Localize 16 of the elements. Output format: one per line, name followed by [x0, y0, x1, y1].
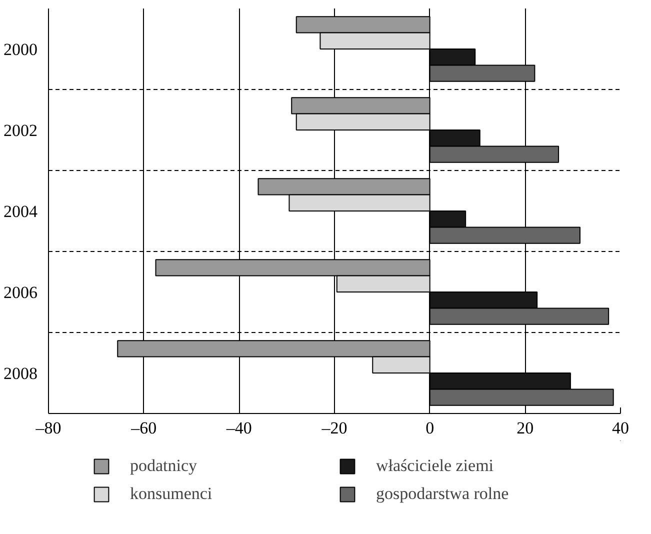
x-tick-label: 20 — [516, 418, 534, 438]
legend-label: gospodarstwa rolne — [376, 484, 510, 504]
x-tick-label: 0 — [426, 418, 434, 438]
x-tick-label: –40 — [225, 418, 252, 438]
x-tick-label: –60 — [130, 418, 157, 438]
x-tick-label: 40 — [612, 418, 629, 438]
y-tick-label: 2002 — [4, 121, 38, 140]
legend-label: konsumenci — [130, 484, 214, 504]
x-tick-label: –80 — [34, 418, 62, 438]
legend-label: właściciele ziemi — [376, 456, 495, 476]
legend-label: podatnicy — [130, 456, 198, 476]
y-tick-label: 2006 — [4, 283, 38, 302]
x-tick-label: –20 — [320, 418, 348, 438]
y-tick-label: 2000 — [4, 40, 38, 59]
y-tick-label: 2004 — [4, 202, 38, 221]
y-tick-label: 2008 — [4, 364, 38, 383]
